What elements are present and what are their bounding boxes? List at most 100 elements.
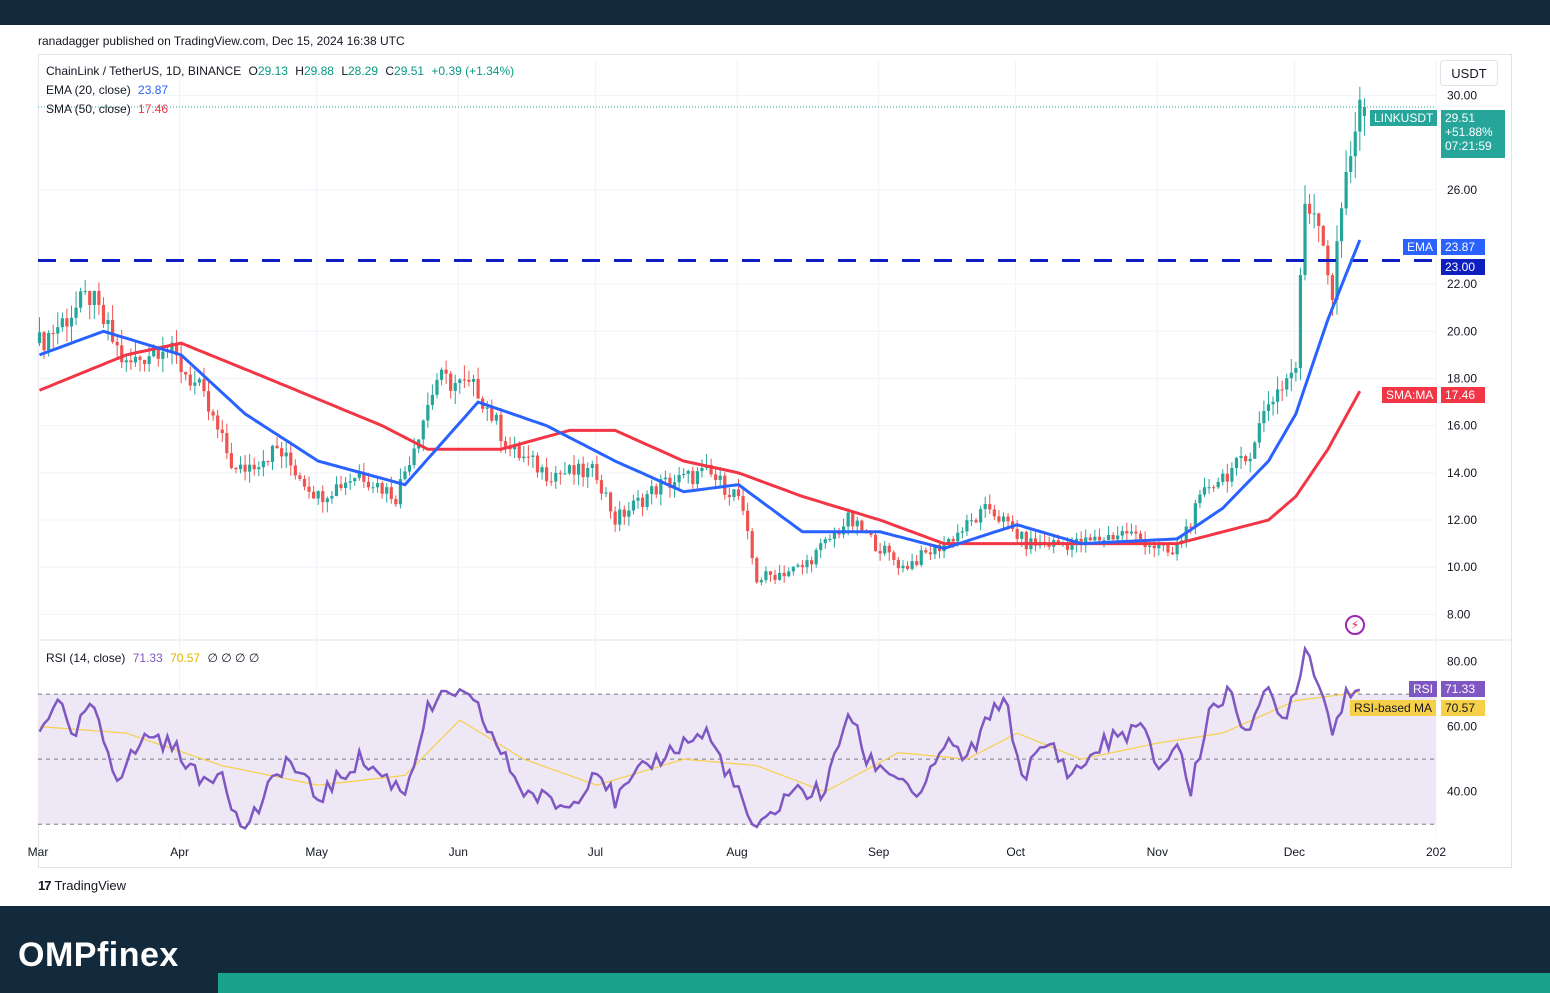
sma-legend[interactable]: SMA (50, close) 17.46 — [46, 102, 172, 116]
candle-body — [389, 487, 393, 499]
currency-button[interactable]: USDT — [1440, 60, 1498, 86]
candle-body — [650, 486, 654, 495]
candle-body — [138, 356, 142, 360]
candle-body — [522, 456, 526, 459]
candle-body — [312, 491, 316, 499]
candle-body — [97, 290, 101, 305]
candle-body — [1202, 487, 1207, 495]
ohlc-low: L28.29 — [341, 64, 379, 78]
candle-body — [1285, 378, 1289, 390]
rsi-ma-tag: RSI-based MA — [1350, 700, 1437, 716]
candle-body — [101, 304, 106, 325]
candle-body — [576, 463, 581, 475]
candle-body — [65, 318, 69, 327]
candle-body — [184, 371, 188, 375]
bottom-accent-bar — [218, 973, 1550, 993]
candle-body — [485, 407, 489, 409]
candle-body — [947, 538, 951, 545]
candle-body — [120, 345, 124, 363]
candle-body — [1001, 516, 1006, 522]
lightning-alert-icon[interactable]: ⚡ — [1345, 615, 1365, 635]
candle-body — [545, 467, 549, 482]
rsi-legend-value: 71.33 — [132, 651, 163, 665]
candle-body — [928, 552, 932, 555]
candle-body — [709, 464, 713, 475]
candle-body — [88, 291, 92, 306]
candle-body — [1303, 203, 1307, 275]
price-axis-tick: 22.00 — [1447, 277, 1477, 291]
candle-body — [814, 549, 818, 565]
time-axis-tick: May — [305, 845, 328, 859]
candle-body — [353, 477, 357, 482]
candle-body — [741, 496, 745, 511]
candle-body — [586, 467, 590, 478]
candle-body — [933, 544, 937, 555]
candle-body — [823, 539, 827, 544]
candle-body — [1175, 542, 1179, 555]
candle-body — [960, 531, 964, 533]
candle-body — [965, 520, 969, 532]
symbol-tag: LINKUSDT — [1370, 110, 1438, 126]
candle-body — [832, 532, 837, 539]
candle-body — [951, 538, 955, 542]
rsi-legend[interactable]: RSI (14, close) 71.33 70.57 ∅ ∅ ∅ ∅ — [46, 651, 263, 665]
candle-body — [494, 414, 498, 421]
price-axis-tick: 20.00 — [1447, 324, 1477, 338]
candle-body — [266, 460, 270, 463]
candle-body — [1294, 368, 1298, 373]
candle-body — [362, 472, 366, 482]
candle-body — [599, 480, 604, 494]
candle-body — [211, 411, 215, 416]
candle-body — [622, 509, 626, 517]
candle-body — [238, 464, 243, 470]
candle-body — [225, 433, 229, 454]
candle-body — [809, 560, 814, 565]
candle-body — [156, 349, 160, 359]
candle-body — [385, 487, 389, 494]
candle-body — [1266, 404, 1271, 412]
candle-body — [1275, 389, 1280, 402]
candle-body — [517, 444, 521, 459]
ema-legend[interactable]: EMA (20, close) 23.87 — [46, 83, 172, 97]
candle-body-last — [1362, 106, 1367, 116]
ema-legend-value: 23.87 — [138, 83, 169, 97]
candle-body — [170, 342, 174, 352]
candle-body — [476, 379, 480, 399]
candle-body — [1193, 503, 1197, 528]
site-brand-logo: OMPfinex — [18, 936, 179, 974]
candle-body — [47, 332, 51, 351]
candle-body — [1298, 274, 1303, 369]
price-axis-tick: 18.00 — [1447, 371, 1477, 385]
candle-body — [357, 472, 361, 478]
candle-body — [129, 360, 133, 363]
candle-body — [179, 355, 183, 372]
candle-body — [828, 538, 832, 540]
symbol-label[interactable]: ChainLink / TetherUS, 1D, BINANCE — [46, 64, 242, 78]
candle-body — [467, 379, 471, 382]
candle-body — [261, 460, 265, 468]
price-axis-tick: 12.00 — [1447, 513, 1477, 527]
candle-body — [540, 467, 544, 473]
candle-body — [206, 391, 211, 412]
sma-tag: SMA:MA — [1382, 387, 1438, 403]
candle-body — [627, 510, 631, 517]
candle-body — [174, 342, 179, 356]
candle-body — [663, 477, 668, 480]
candle-body — [787, 571, 791, 577]
price-axis-tick: 26.00 — [1447, 183, 1477, 197]
candle-body — [394, 498, 398, 505]
candle-body — [1248, 458, 1252, 462]
candle-body — [257, 467, 261, 470]
candle-body — [124, 360, 128, 363]
candle-body — [919, 550, 923, 565]
rsi-value-tag: 71.33 — [1441, 681, 1485, 697]
candle-body — [1262, 411, 1266, 424]
sma-legend-value: 17.46 — [138, 102, 169, 116]
candle-body — [1093, 536, 1097, 541]
candle-body — [1339, 208, 1344, 242]
tradingview-footer[interactable]: 17 TradingView — [38, 878, 126, 893]
candle-body — [453, 383, 457, 391]
candle-body — [343, 482, 348, 488]
candle-body — [293, 465, 297, 476]
